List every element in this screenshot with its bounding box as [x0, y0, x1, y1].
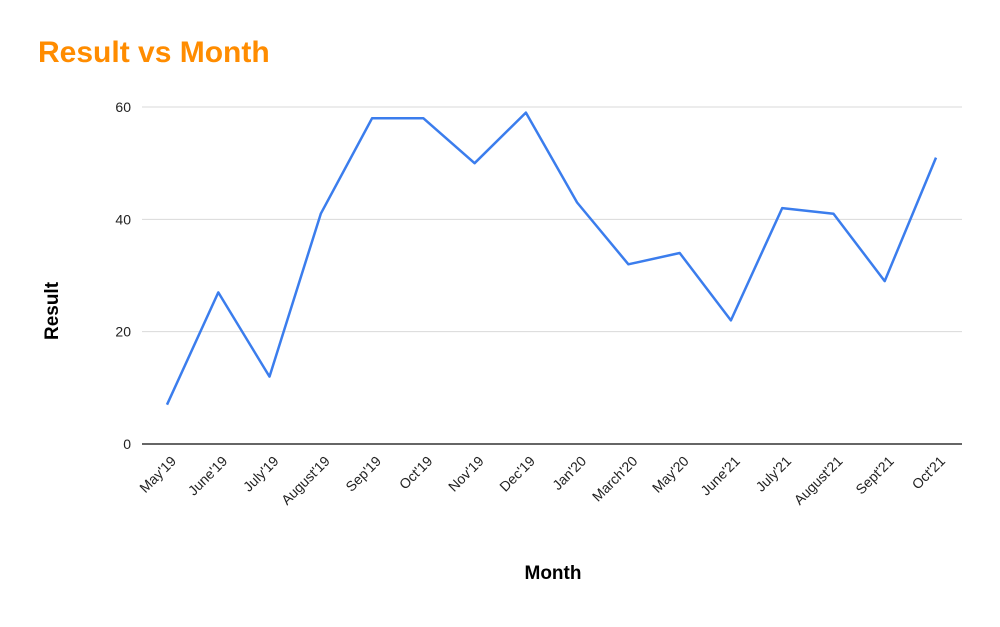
y-tick-label: 0 — [123, 436, 131, 452]
x-tick-label: July'19 — [240, 453, 282, 495]
series-layer — [165, 111, 938, 406]
x-tick-label: July'21 — [752, 453, 794, 495]
x-tick-label: Dec'19 — [496, 453, 538, 495]
y-tick-labels: 0 20 40 60 — [115, 99, 131, 452]
chart-title: Result vs Month — [38, 36, 270, 69]
x-tick-label: Nov'19 — [445, 453, 487, 495]
x-tick-label: Sep'19 — [342, 453, 384, 495]
x-tick-label: August'21 — [791, 453, 846, 508]
x-axis-label: Month — [525, 563, 582, 584]
x-tick-label: August'19 — [278, 453, 333, 508]
x-tick-label: Oct'19 — [396, 453, 436, 493]
x-tick-label: June'19 — [185, 453, 231, 499]
x-tick-label: June'21 — [697, 453, 743, 499]
x-tick-label: Oct'21 — [909, 453, 949, 493]
y-axis-label: Result — [42, 281, 63, 340]
x-tick-label: May'20 — [649, 453, 692, 496]
y-tick-label: 40 — [115, 211, 131, 227]
y-tick-label: 20 — [115, 324, 131, 340]
x-tick-label: Sept'21 — [852, 453, 897, 498]
x-tick-label: Jan'20 — [549, 453, 589, 493]
gridlines — [142, 106, 962, 445]
y-tick-label: 60 — [115, 99, 131, 115]
x-tick-label: March'20 — [589, 453, 641, 505]
x-tick-label: May'19 — [136, 453, 179, 496]
series-line — [165, 111, 938, 406]
